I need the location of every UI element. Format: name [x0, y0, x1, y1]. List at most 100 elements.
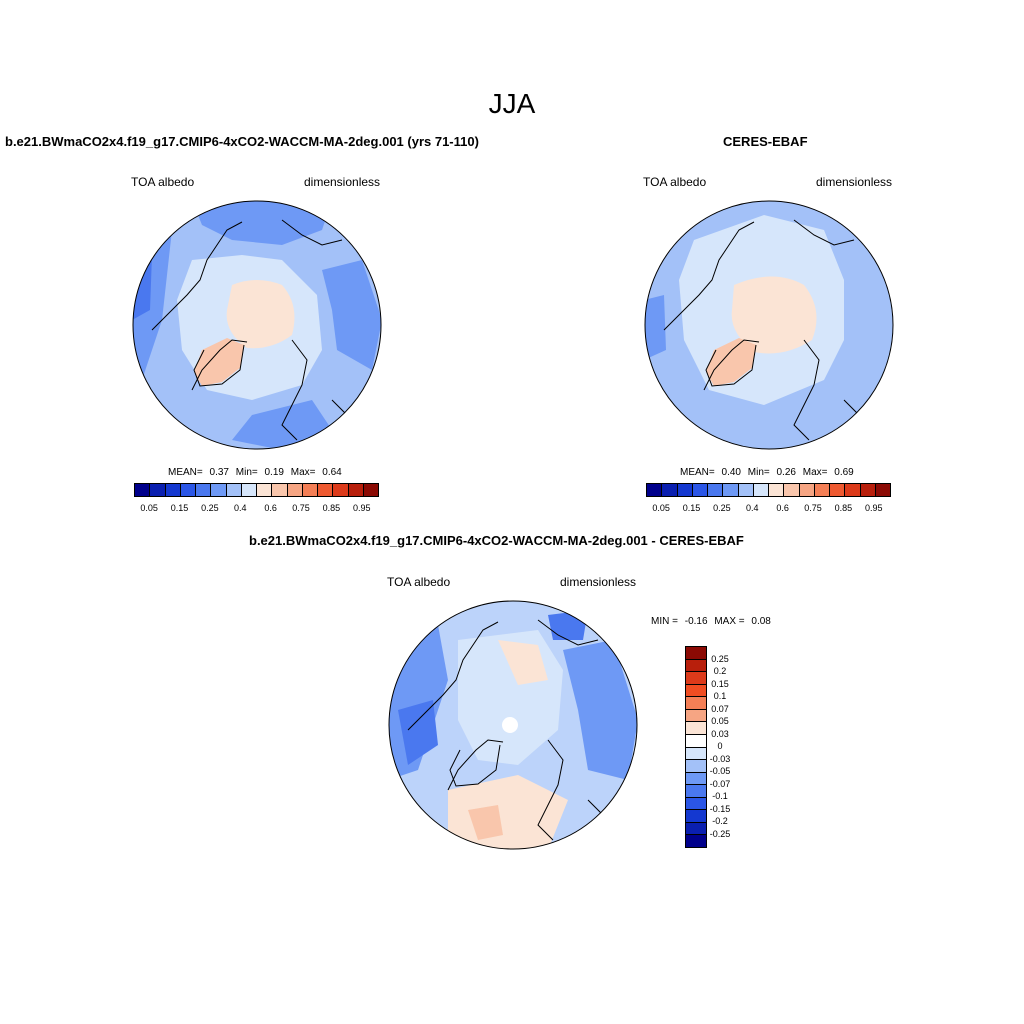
colorbar-tick-label: 0.2: [713, 666, 727, 676]
colorbar-swatch: [784, 484, 800, 496]
colorbar-tick-label: -0.1: [712, 791, 728, 801]
low-albedo-region: [322, 260, 381, 370]
pole-hole: [502, 717, 518, 733]
colorbar-swatch: [686, 659, 706, 673]
colorbar-tick-label: -0.03: [709, 753, 731, 764]
colorbar-tick-label: -0.2: [712, 816, 728, 826]
colorbar-swatch: [686, 734, 706, 748]
colorbar-swatch: [708, 484, 724, 496]
negative-diff-region: [398, 700, 438, 765]
colorbar-swatch: [769, 484, 785, 496]
low-albedo-region: [645, 295, 666, 360]
model-stats: MEAN= 0.37 Min= 0.19 Max= 0.64: [168, 467, 346, 478]
max-value: 0.08: [751, 616, 771, 627]
colorbar-swatch: [211, 484, 227, 496]
max-label: Max=: [290, 467, 316, 478]
coastline: [703, 339, 760, 391]
colorbar-tick-label: 0.75: [804, 503, 822, 513]
coastline: [537, 619, 599, 646]
colorbar-swatch: [272, 484, 288, 496]
coastline: [447, 739, 504, 791]
greenland-high-albedo: [706, 338, 756, 386]
colorbar-swatch: [860, 484, 876, 496]
min-value: 0.19: [264, 467, 284, 478]
model-colorbar: [134, 483, 379, 497]
positive-diff-region: [498, 640, 548, 685]
colorbar-swatch: [686, 835, 706, 847]
colorbar-swatch: [150, 484, 166, 496]
colorbar-swatch: [686, 785, 706, 798]
mean-value: 0.40: [721, 467, 741, 478]
colorbar-swatch: [165, 484, 181, 496]
colorbar-swatch: [686, 697, 706, 710]
colorbar-tick-label: -0.15: [709, 803, 731, 814]
max-label: MAX =: [714, 616, 745, 627]
greenland-high-albedo: [194, 338, 244, 386]
colorbar-swatch: [302, 484, 318, 496]
max-label: Max=: [802, 467, 828, 478]
colorbar-tick-label: 0.6: [776, 503, 789, 513]
min-value: -0.16: [684, 616, 708, 627]
diff-colorbar-ticks: 0.25 0.2 0.15 0.1 0.07 0.05 0.03 0 -0.03 -0.05 -0.…: [710, 646, 740, 846]
colorbar-tick-label: 0.6: [264, 503, 277, 513]
colorbar-tick-label: 0.75: [292, 503, 310, 513]
colorbar-tick-label: 0.1: [713, 691, 727, 701]
low-albedo-region: [192, 201, 332, 245]
colorbar-swatch: [686, 672, 706, 685]
model-polar-map: [132, 200, 382, 450]
coastline: [407, 621, 499, 731]
colorbar-swatch: [686, 709, 706, 723]
model-panel-title: b.e21.BWmaCO2x4.f19_g17.CMIP6-4xCO2-WACC…: [5, 134, 479, 149]
colorbar-swatch: [287, 484, 303, 496]
arctic-ocean-high-albedo: [731, 276, 817, 354]
colorbar-swatch: [662, 484, 678, 496]
min-label: MIN =: [651, 616, 678, 627]
colorbar-tick-label: 0.05: [140, 503, 158, 513]
obs-polar-map: [644, 200, 894, 450]
colorbar-swatch: [318, 484, 334, 496]
colorbar-tick-label: -0.25: [709, 828, 731, 839]
colorbar-swatch: [686, 684, 706, 698]
colorbar-swatch: [845, 484, 861, 496]
coastline: [191, 339, 248, 391]
colorbar-swatch: [647, 484, 663, 496]
colorbar-swatch: [196, 484, 212, 496]
colorbar-tick-label: 0.95: [865, 503, 883, 513]
mean-label: MEAN=: [168, 467, 203, 478]
colorbar-swatch: [686, 797, 706, 811]
arctic-ocean-high-albedo: [226, 280, 295, 349]
obs-left-label: TOA albedo: [643, 175, 707, 189]
diff-panel-title: b.e21.BWmaCO2x4.f19_g17.CMIP6-4xCO2-WACC…: [249, 533, 744, 548]
colorbar-tick-label: 0.25: [713, 503, 731, 513]
coastline: [793, 219, 855, 246]
diff-polar-map: [388, 600, 638, 850]
mean-value: 0.37: [209, 467, 229, 478]
colorbar-swatch: [686, 722, 706, 735]
colorbar-swatch: [686, 760, 706, 773]
colorbar-tick-label: 0.15: [682, 503, 701, 513]
colorbar-swatch: [257, 484, 273, 496]
colorbar-swatch: [226, 484, 242, 496]
colorbar-swatch: [814, 484, 830, 496]
diff-right-label: dimensionless: [560, 575, 637, 589]
colorbar-swatch: [363, 484, 378, 496]
coastline: [663, 221, 755, 331]
colorbar-tick-label: 0: [717, 741, 723, 751]
colorbar-swatch: [738, 484, 754, 496]
min-label: Min=: [747, 467, 770, 478]
diff-stats: MIN = -0.16 MAX = 0.08: [651, 616, 775, 627]
obs-right-label: dimensionless: [816, 175, 893, 189]
season-title: JJA: [488, 88, 536, 119]
colorbar-swatch: [830, 484, 846, 496]
colorbar-tick-label: 0.95: [353, 503, 371, 513]
obs-stats: MEAN= 0.40 Min= 0.26 Max= 0.69: [680, 467, 858, 478]
colorbar-tick-label: 0.05: [652, 503, 670, 513]
max-value: 0.69: [834, 467, 854, 478]
colorbar-tick-label: 0.15: [711, 678, 729, 689]
colorbar-swatch: [686, 772, 706, 786]
model-right-label: dimensionless: [304, 175, 381, 189]
colorbar-tick-label: 0.85: [834, 503, 853, 513]
colorbar-tick-label: -0.05: [709, 766, 731, 776]
colorbar-swatch: [692, 484, 708, 496]
colorbar-swatch: [135, 484, 151, 496]
